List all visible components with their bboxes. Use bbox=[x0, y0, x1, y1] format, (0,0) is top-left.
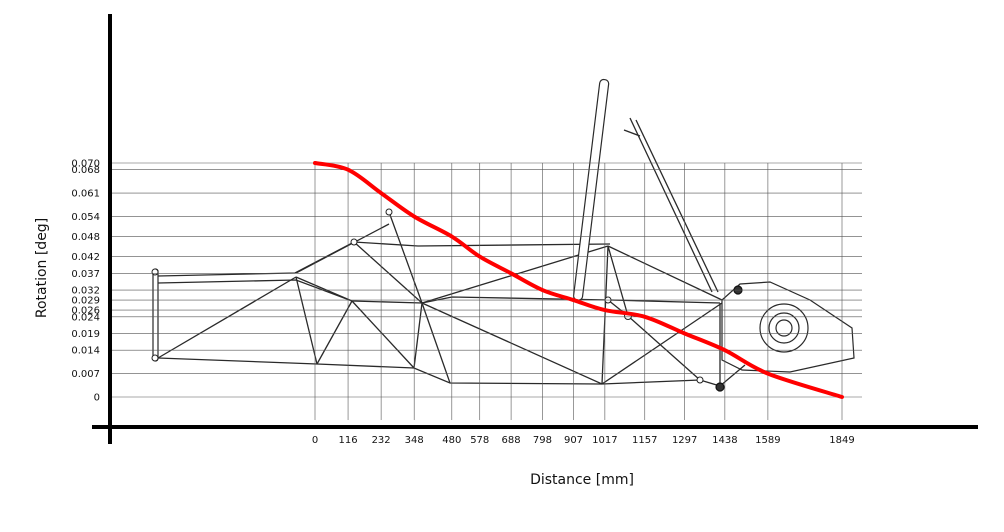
x-tick-label: 480 bbox=[442, 435, 461, 446]
y-tick-label: 0.014 bbox=[71, 346, 100, 357]
x-tick-label: 578 bbox=[470, 435, 489, 446]
y-tick-label: 0.026 bbox=[71, 306, 100, 317]
data-point bbox=[541, 288, 544, 291]
data-point bbox=[380, 191, 383, 194]
y-tick-label: 0.037 bbox=[71, 269, 100, 280]
y-tick-label: 0.007 bbox=[71, 369, 100, 380]
y-tick-label: 0 bbox=[94, 393, 100, 404]
x-tick-label: 1438 bbox=[712, 435, 737, 446]
y-tick-label: 0.061 bbox=[71, 189, 100, 200]
x-tick-label: 1297 bbox=[672, 435, 697, 446]
data-point bbox=[840, 395, 843, 398]
data-point bbox=[478, 255, 481, 258]
data-point bbox=[766, 372, 769, 375]
y-tick-label: 0.019 bbox=[71, 329, 100, 340]
x-tick-label: 798 bbox=[533, 435, 552, 446]
x-tick-label: 0 bbox=[312, 435, 318, 446]
x-tick-label: 1017 bbox=[592, 435, 617, 446]
x-tick-label: 116 bbox=[339, 435, 358, 446]
data-point bbox=[643, 315, 646, 318]
x-tick-label: 348 bbox=[405, 435, 424, 446]
y-tick-label: 0.042 bbox=[71, 252, 100, 263]
data-point bbox=[450, 235, 453, 238]
x-tick-label: 232 bbox=[372, 435, 391, 446]
x-tick-label: 1589 bbox=[755, 435, 780, 446]
data-point bbox=[413, 215, 416, 218]
y-axis-title: Rotation [deg] bbox=[34, 218, 50, 318]
data-point bbox=[509, 272, 512, 275]
y-tick-label: 0.054 bbox=[71, 212, 100, 223]
y-tick-label: 0.029 bbox=[71, 296, 100, 307]
y-tick-label: 0.048 bbox=[71, 232, 100, 243]
data-point bbox=[603, 308, 606, 311]
data-point bbox=[723, 349, 726, 352]
data-point bbox=[572, 298, 575, 301]
x-tick-label: 907 bbox=[564, 435, 583, 446]
x-axis-title: Distance [mm] bbox=[530, 472, 634, 488]
data-point bbox=[683, 332, 686, 335]
chassis-frame-illustration bbox=[152, 79, 854, 391]
x-tick-label: 1849 bbox=[829, 435, 854, 446]
y-tick-label: 0.032 bbox=[71, 286, 100, 297]
y-tick-label: 0.070 bbox=[71, 159, 100, 170]
x-tick-label: 1157 bbox=[632, 435, 657, 446]
x-tick-label: 688 bbox=[502, 435, 521, 446]
data-point bbox=[346, 168, 349, 171]
data-point bbox=[313, 161, 316, 164]
